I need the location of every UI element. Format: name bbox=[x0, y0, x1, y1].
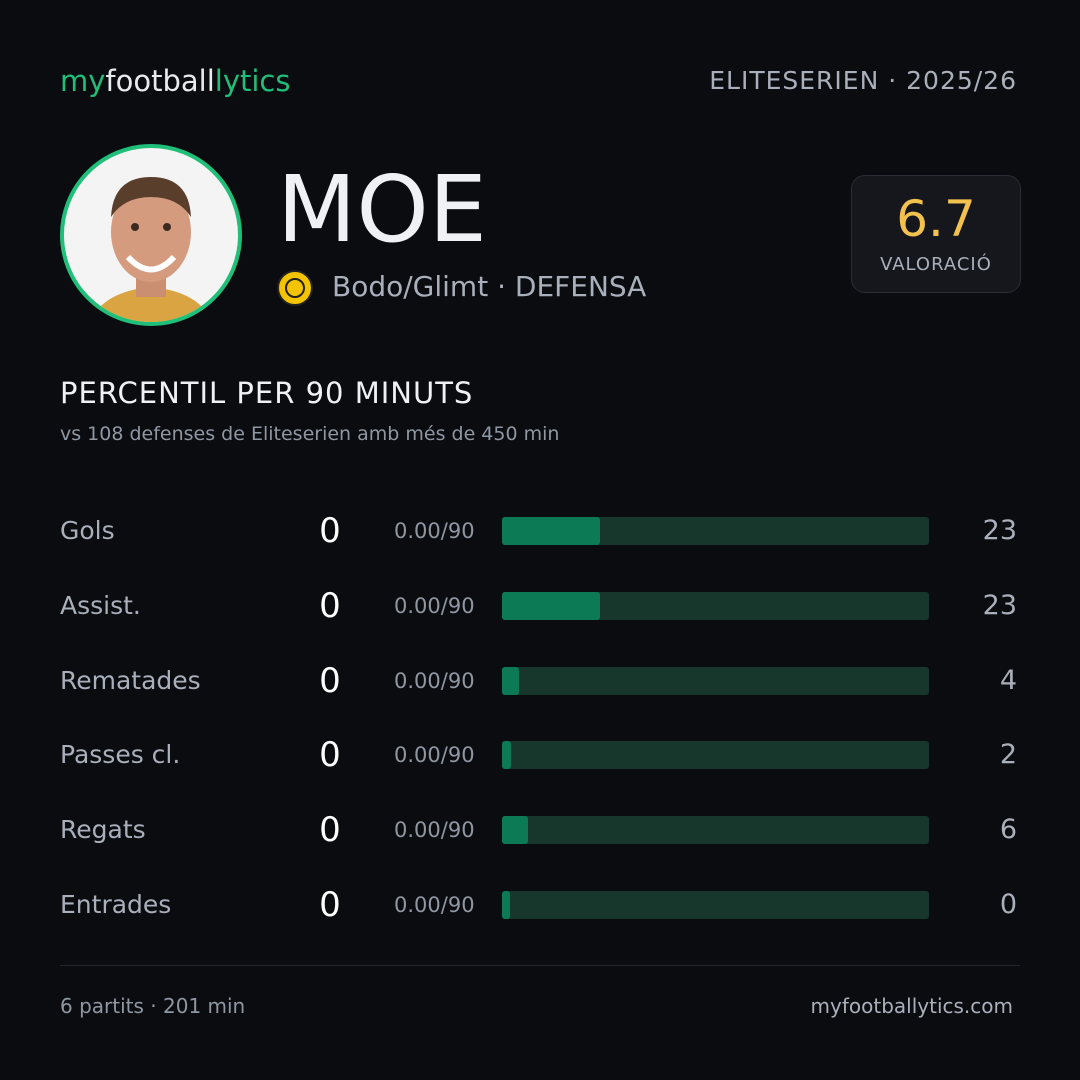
team-line: Bodo/Glimt · DEFENSA bbox=[332, 270, 647, 303]
league: ELITESERIEN · 2025/26 bbox=[709, 66, 1017, 95]
stat-percentile: 2 bbox=[999, 739, 1017, 771]
rating-label: VALORACIÓ bbox=[880, 254, 992, 275]
bar-track bbox=[502, 816, 929, 845]
bar-track bbox=[502, 741, 929, 770]
bar-track bbox=[502, 591, 929, 620]
stat-value: 0 bbox=[319, 660, 341, 701]
footer-left: 6 partits · 201 min bbox=[60, 994, 246, 1018]
stat-label: Regats bbox=[60, 815, 146, 845]
percentile-bar bbox=[502, 517, 601, 545]
section-subtitle: vs 108 defenses de Eliteserien amb més d… bbox=[60, 423, 560, 445]
brand-part: my bbox=[60, 64, 106, 98]
rating-box: 6.7 VALORACIÓ bbox=[851, 175, 1021, 293]
percentile-bar bbox=[502, 891, 510, 919]
team-logo bbox=[277, 270, 313, 306]
stat-value: 0 bbox=[319, 810, 341, 851]
stat-per90: 0.00/90 bbox=[394, 668, 475, 693]
brand-part: football bbox=[105, 64, 215, 98]
bar-track bbox=[502, 891, 929, 919]
percentile-bar bbox=[502, 816, 528, 845]
stat-percentile: 23 bbox=[982, 589, 1017, 621]
stat-percentile: 0 bbox=[999, 889, 1017, 920]
stat-per90: 0.00/90 bbox=[394, 743, 475, 768]
stat-percentile: 6 bbox=[999, 814, 1017, 846]
stat-value: 0 bbox=[319, 735, 341, 776]
player-photo bbox=[60, 144, 242, 326]
brand-part: lytics bbox=[214, 64, 291, 98]
stat-per90: 0.00/90 bbox=[394, 818, 475, 843]
stat-label: Entrades bbox=[60, 890, 172, 919]
percentile-bar bbox=[502, 741, 511, 770]
stat-value: 0 bbox=[319, 511, 341, 551]
stat-value: 0 bbox=[319, 585, 341, 626]
stat-percentile: 23 bbox=[982, 515, 1017, 546]
player-name: MOE bbox=[277, 156, 487, 263]
rating: 6.7 bbox=[896, 190, 976, 248]
bar-track bbox=[502, 666, 929, 695]
percentile-bar bbox=[502, 591, 601, 620]
divider bbox=[60, 965, 1020, 966]
stat-per90: 0.00/90 bbox=[394, 893, 475, 917]
stat-per90: 0.00/90 bbox=[394, 593, 475, 618]
stat-label: Passes cl. bbox=[60, 740, 181, 770]
stat-per90: 0.00/90 bbox=[394, 519, 475, 543]
bar-track bbox=[502, 517, 929, 545]
stat-percentile: 4 bbox=[999, 664, 1017, 696]
stat-label: Assist. bbox=[60, 590, 141, 620]
stat-label: Rematades bbox=[60, 665, 201, 695]
section-title: PERCENTIL PER 90 MINUTS bbox=[60, 376, 474, 410]
stat-value: 0 bbox=[319, 885, 341, 925]
stat-label: Gols bbox=[60, 516, 115, 545]
percentile-bar bbox=[502, 666, 520, 695]
brand: myfootballlytics bbox=[60, 64, 290, 98]
footer-right: myfootballytics.com bbox=[810, 994, 1013, 1018]
